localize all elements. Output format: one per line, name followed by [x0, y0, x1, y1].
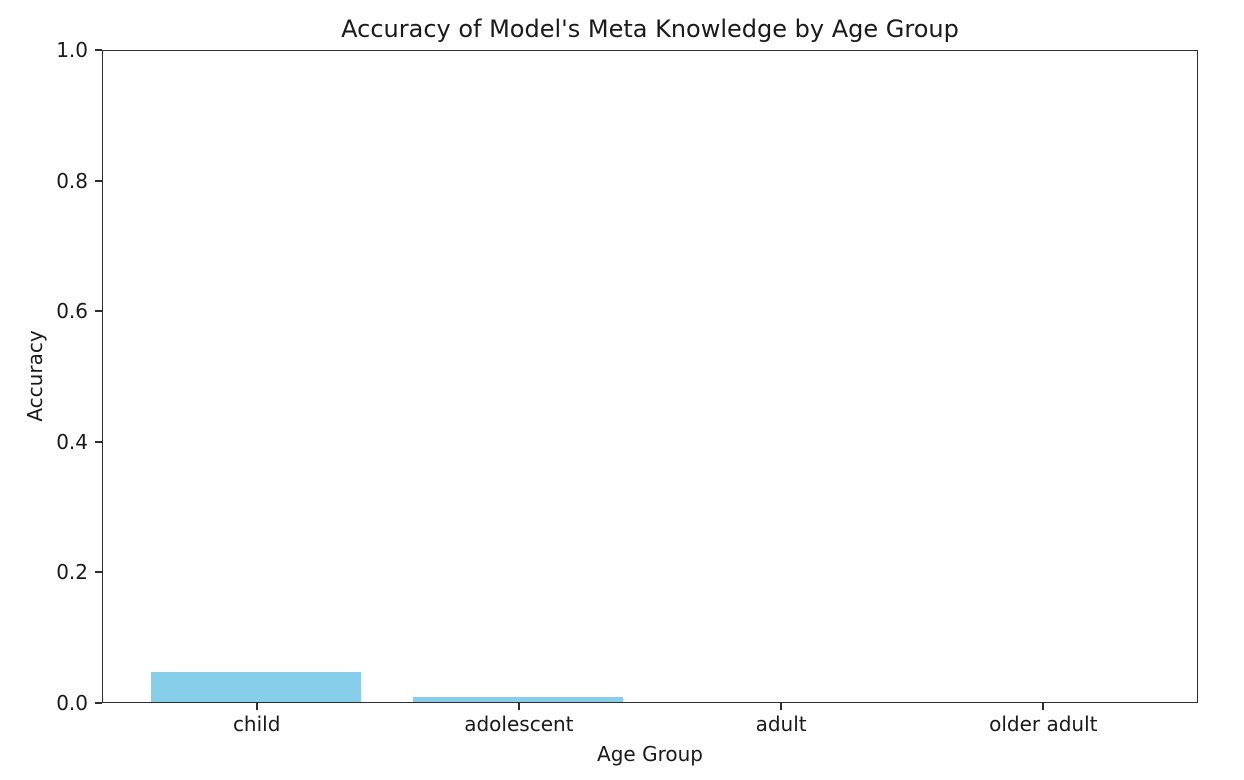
x-tick-older-adult [1042, 703, 1045, 710]
y-tick-0.6 [95, 310, 102, 313]
bar-child [151, 671, 361, 702]
x-tick-label-adult: adult [755, 712, 807, 736]
x-tick-label-older-adult: older adult [989, 712, 1098, 736]
y-tick-0.4 [95, 440, 102, 443]
plot-area [102, 50, 1198, 703]
y-tick-0.8 [95, 179, 102, 182]
x-tick-child [255, 703, 258, 710]
x-tick-label-child: child [232, 712, 281, 736]
y-tick-label-0.6: 0.6 [56, 299, 88, 324]
y-tick-label-0.2: 0.2 [56, 560, 88, 585]
bar-adolescent [413, 696, 624, 702]
y-tick-1.0 [95, 49, 102, 51]
x-axis-label: Age Group [597, 742, 703, 766]
x-tick-adolescent [517, 703, 520, 710]
y-tick-label-1.0: 1.0 [56, 38, 88, 62]
y-axis-label: Accuracy [23, 330, 47, 422]
y-tick-label-0.0: 0.0 [56, 691, 88, 715]
x-tick-adult [780, 703, 783, 710]
y-tick-label-0.8: 0.8 [56, 168, 88, 193]
y-tick-0.2 [95, 571, 102, 574]
y-tick-0.0 [95, 702, 102, 704]
x-tick-label-adolescent: adolescent [464, 712, 574, 736]
chart-title: Accuracy of Model's Meta Knowledge by Ag… [341, 15, 959, 43]
y-tick-label-0.4: 0.4 [56, 429, 88, 454]
